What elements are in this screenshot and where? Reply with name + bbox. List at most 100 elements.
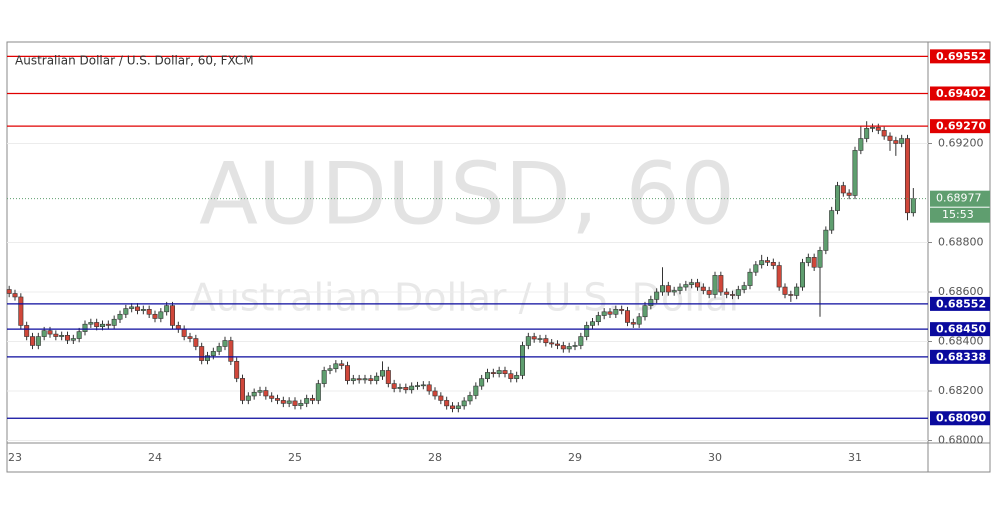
candle-body xyxy=(333,363,339,370)
level-label: 0.68090 xyxy=(936,412,986,425)
candle-body xyxy=(245,395,251,401)
candle-body xyxy=(205,355,211,361)
candle-body xyxy=(519,345,525,376)
candle-body xyxy=(496,370,502,374)
candle-body xyxy=(403,387,409,391)
candle-body xyxy=(379,370,385,377)
candle-body xyxy=(257,390,263,393)
candle-body xyxy=(146,309,152,315)
candle-body xyxy=(706,290,712,295)
y-tick-label: 0.68800 xyxy=(938,236,984,249)
candle-body xyxy=(193,338,199,347)
candle-body xyxy=(578,336,584,346)
candle-body xyxy=(601,311,607,316)
candle-body xyxy=(764,260,770,263)
candle-body xyxy=(414,385,420,387)
watermark: AUDUSD, 60 xyxy=(199,144,735,244)
plot: 0.69200 0.68800 0.68600 0.68400 0.68200 0.680… xyxy=(6,49,990,464)
candle-body xyxy=(88,322,94,325)
level-label-box xyxy=(930,119,990,134)
candle-body xyxy=(659,285,665,293)
candle-body xyxy=(362,378,368,381)
candle-body xyxy=(164,305,170,313)
candle-body xyxy=(6,289,12,294)
candle-body xyxy=(648,299,654,306)
candle-body xyxy=(70,338,76,341)
candle-body xyxy=(549,342,555,345)
level-label: 0.68450 xyxy=(936,323,986,336)
candle-body xyxy=(484,372,490,379)
candle-body xyxy=(59,335,65,337)
candle-body xyxy=(776,265,782,288)
candle-body xyxy=(514,375,520,379)
candle-body xyxy=(298,403,304,406)
chart-title: Australian Dollar / U.S. Dollar, 60, FXC… xyxy=(15,54,254,68)
y-tick-label: 0.68400 xyxy=(938,335,984,348)
candle-body xyxy=(350,378,356,381)
candle-body xyxy=(397,387,403,389)
candle-body xyxy=(747,271,753,286)
x-tick-label: 23 xyxy=(8,451,22,464)
candle-body xyxy=(829,210,835,231)
candle-body xyxy=(881,130,887,137)
candle-body xyxy=(140,309,146,311)
candle-body xyxy=(321,370,327,384)
countdown-box xyxy=(930,207,990,223)
candle-body xyxy=(770,262,776,266)
candle-body xyxy=(840,185,846,194)
candle-body xyxy=(537,338,543,340)
candle-body xyxy=(869,127,875,129)
candle-body xyxy=(910,198,916,214)
candle-body xyxy=(251,391,257,397)
candle-body xyxy=(724,291,730,295)
candle-body xyxy=(29,336,35,346)
candle-body xyxy=(718,275,724,293)
candle-body xyxy=(665,285,671,293)
x-tick-label: 24 xyxy=(148,451,162,464)
y-tick-label: 0.69200 xyxy=(938,136,984,149)
candle-body xyxy=(490,372,496,374)
candle-body xyxy=(117,313,123,320)
candle-body xyxy=(864,128,870,139)
candle-body xyxy=(566,346,572,350)
candle-body xyxy=(426,384,432,392)
candle-body xyxy=(852,150,858,196)
last-price-box xyxy=(930,190,990,207)
candle-body xyxy=(53,333,59,337)
candle-body xyxy=(438,395,444,401)
candle-body xyxy=(788,294,794,296)
candle-body xyxy=(304,398,310,404)
candle-body xyxy=(286,400,292,404)
x-tick-label: 30 xyxy=(708,451,722,464)
level-label: 0.69270 xyxy=(936,120,986,133)
candle-body xyxy=(152,313,158,319)
y-tick-label: 0.68200 xyxy=(938,384,984,397)
candle-body xyxy=(584,325,590,337)
candle-body xyxy=(899,138,905,144)
candle-body xyxy=(654,291,660,300)
candle-body xyxy=(729,294,735,296)
y-tick-label: 0.68000 xyxy=(938,434,984,447)
candle-body xyxy=(210,351,216,356)
candle-body xyxy=(65,335,71,341)
candle-body xyxy=(904,138,910,214)
candle-body xyxy=(409,385,415,391)
candle-body xyxy=(368,378,374,381)
candle-body xyxy=(782,286,788,295)
candle-body xyxy=(893,140,899,144)
candle-body xyxy=(181,328,187,337)
candle-body xyxy=(356,378,362,381)
level-label: 0.69402 xyxy=(936,87,986,100)
watermark-subtitle: Australian Dollar / U.S. Dollar xyxy=(190,276,745,320)
candle-body xyxy=(228,340,234,362)
candle-body xyxy=(560,345,566,350)
countdown-label: 15:53 xyxy=(942,208,974,221)
candle-body xyxy=(240,378,246,401)
candle-body xyxy=(624,310,630,323)
candle-body xyxy=(671,290,677,293)
candle-body xyxy=(158,311,164,319)
candle-body xyxy=(875,127,881,131)
candle-body xyxy=(473,385,479,396)
candle-body xyxy=(759,260,765,266)
candle-body xyxy=(689,282,695,285)
